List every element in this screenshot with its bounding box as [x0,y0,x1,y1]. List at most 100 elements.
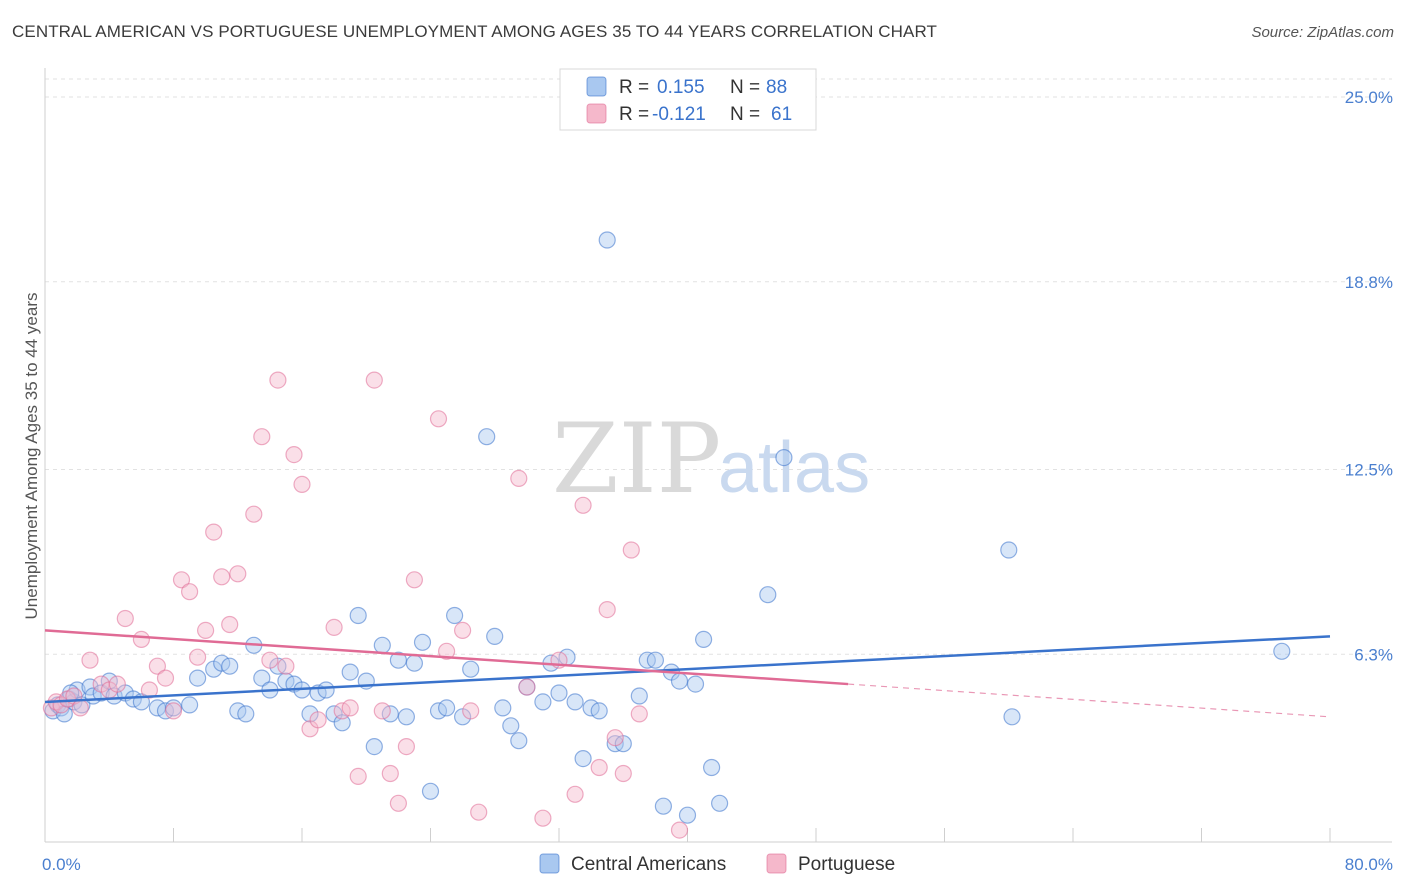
grid-lines [45,78,1392,655]
point-portuguese [269,371,287,389]
point-portuguese [373,702,391,720]
point-portuguese [438,642,456,660]
legend-n-value-2: 61 [771,104,792,125]
point-central-americans [566,693,584,711]
legend-r-label-1: R = [619,77,649,98]
point-central-americans [478,428,496,446]
point-central-americans [510,732,528,750]
point-portuguese [397,737,415,756]
point-central-americans [333,714,351,732]
point-central-americans [237,705,255,723]
point-portuguese [132,630,150,649]
point-central-americans [1273,642,1291,660]
y-tick-labels: 6.3% 12.5% 18.8% 25.0% [1345,88,1393,664]
source-label: Source: ZipAtlas.com [1251,24,1394,41]
point-portuguese [245,505,263,523]
legend-swatch-pink [586,103,607,124]
point-central-americans [349,606,367,625]
point-portuguese [622,541,640,559]
point-central-americans [1000,541,1018,559]
y-tick-label: 12.5% [1345,461,1393,480]
point-central-americans [365,737,383,756]
point-portuguese [606,729,624,747]
y-tick-label: 6.3% [1354,645,1393,664]
point-portuguese [470,803,488,821]
legend-n-label-1: N = [730,77,760,98]
point-portuguese [381,764,399,783]
point-portuguese [81,651,99,669]
point-central-americans [534,693,552,711]
watermark: ZIP atlas [552,403,870,515]
point-portuguese [341,699,359,717]
point-portuguese [197,621,215,640]
point-central-americans [181,696,199,714]
point-central-americans [421,782,440,800]
legend-n-value-1: 88 [766,77,787,98]
legend-n-label-2: N = [730,104,760,125]
chart-title: CENTRAL AMERICAN VS PORTUGUESE UNEMPLOYM… [12,22,938,41]
point-portuguese [116,609,134,628]
watermark-zip: ZIP [552,403,721,515]
point-portuguese [534,809,552,827]
point-central-americans [397,708,415,726]
trend-lines [44,629,1331,718]
point-portuguese [205,523,223,541]
bottom-legend-swatch-pink [766,853,787,874]
y-tick-label: 25.0% [1345,88,1393,107]
point-portuguese [670,821,689,839]
point-central-americans [502,717,520,735]
bottom-legend-portuguese: Portuguese [798,854,895,875]
point-central-americans [710,794,729,812]
point-central-americans [654,797,673,815]
trend-line-portuguese [848,683,1331,718]
legend-box: R = 0.155 N = 88 R = -0.121 N = 61 [559,68,817,131]
legend-r-value-2: -0.121 [652,104,706,125]
point-central-americans [759,586,777,604]
point-central-americans [317,681,335,699]
point-central-americans [438,699,456,717]
point-portuguese [510,469,528,487]
point-portuguese [566,785,584,803]
point-portuguese [389,794,407,812]
point-central-americans [678,806,697,824]
point-central-americans [373,636,391,654]
watermark-atlas: atlas [718,428,870,508]
x-tick-min: 0.0% [42,855,81,874]
point-central-americans [550,684,568,702]
point-portuguese [156,669,175,687]
point-central-americans [598,231,616,249]
point-portuguese [590,758,608,777]
point-portuguese [325,618,343,637]
point-portuguese [253,428,271,446]
point-central-americans [253,669,271,687]
point-portuguese [148,657,166,675]
point-central-americans [694,630,713,649]
point-central-americans [494,699,512,717]
point-central-americans [630,687,648,705]
point-central-americans [486,627,504,646]
point-central-americans [462,660,480,678]
data-points [42,231,1291,839]
point-portuguese [277,657,295,675]
point-central-americans [341,663,359,681]
trend-line-central-americans [44,635,1331,704]
point-portuguese [309,711,327,729]
point-portuguese [429,410,448,428]
point-central-americans [646,651,665,669]
point-central-americans [574,749,592,768]
point-portuguese [71,699,89,717]
point-portuguese [630,705,648,723]
point-portuguese [285,446,303,464]
y-tick-label: 18.8% [1345,273,1393,292]
point-central-americans [221,657,239,675]
x-tick-max: 80.0% [1345,855,1393,874]
point-portuguese [518,678,536,696]
point-portuguese [598,600,616,619]
legend-swatch-blue [586,76,607,97]
point-central-americans [405,654,423,672]
point-portuguese [140,681,158,699]
point-portuguese [221,615,239,634]
point-central-americans [189,669,207,687]
trend-line-portuguese [44,629,849,686]
